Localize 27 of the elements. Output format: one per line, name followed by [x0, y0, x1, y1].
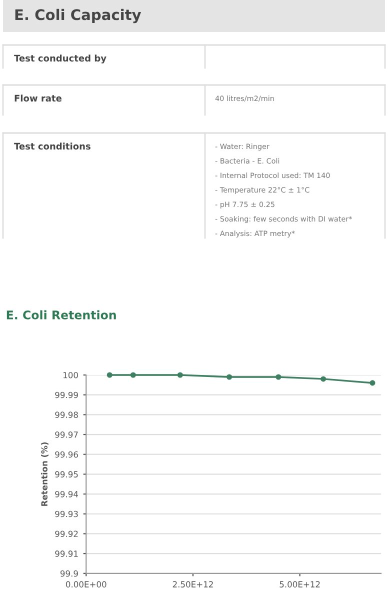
category-label: Flow rate	[14, 94, 62, 102]
chart-title: E. Coli Retention	[6, 310, 116, 320]
y-axis-title: Retention (%)	[41, 442, 48, 506]
point	[226, 374, 232, 380]
y-tick-label: 99.98	[55, 412, 78, 418]
y-tick-label: 99.94	[55, 491, 78, 498]
point	[370, 380, 376, 386]
text: E. Coli Capacity	[15, 8, 142, 24]
y-tick-label: 99.92	[55, 530, 78, 538]
y-tick-label: 99.9	[60, 570, 78, 577]
y-tick-label: 100	[64, 372, 78, 378]
x-tick-label: 2.50E+12	[172, 581, 213, 588]
category-label: Test conditions	[14, 142, 90, 150]
x-tick-label: 5.00E+12	[280, 581, 320, 588]
point	[320, 376, 326, 382]
y-tick-label: 99.95	[55, 471, 78, 478]
y-tick-label: 99.97	[55, 432, 78, 438]
y-tick-label: 99.96	[55, 451, 78, 458]
point	[130, 372, 136, 378]
point	[177, 372, 183, 378]
y-tick-label: 99.91	[55, 550, 78, 557]
y-tick-label: 99.93	[55, 510, 78, 518]
point	[106, 372, 112, 378]
point	[276, 374, 282, 380]
y-tick-label: 99.99	[55, 392, 78, 398]
x-tick-label: 0.00E+00	[66, 581, 106, 588]
category-label: Test conducted by	[14, 54, 106, 64]
